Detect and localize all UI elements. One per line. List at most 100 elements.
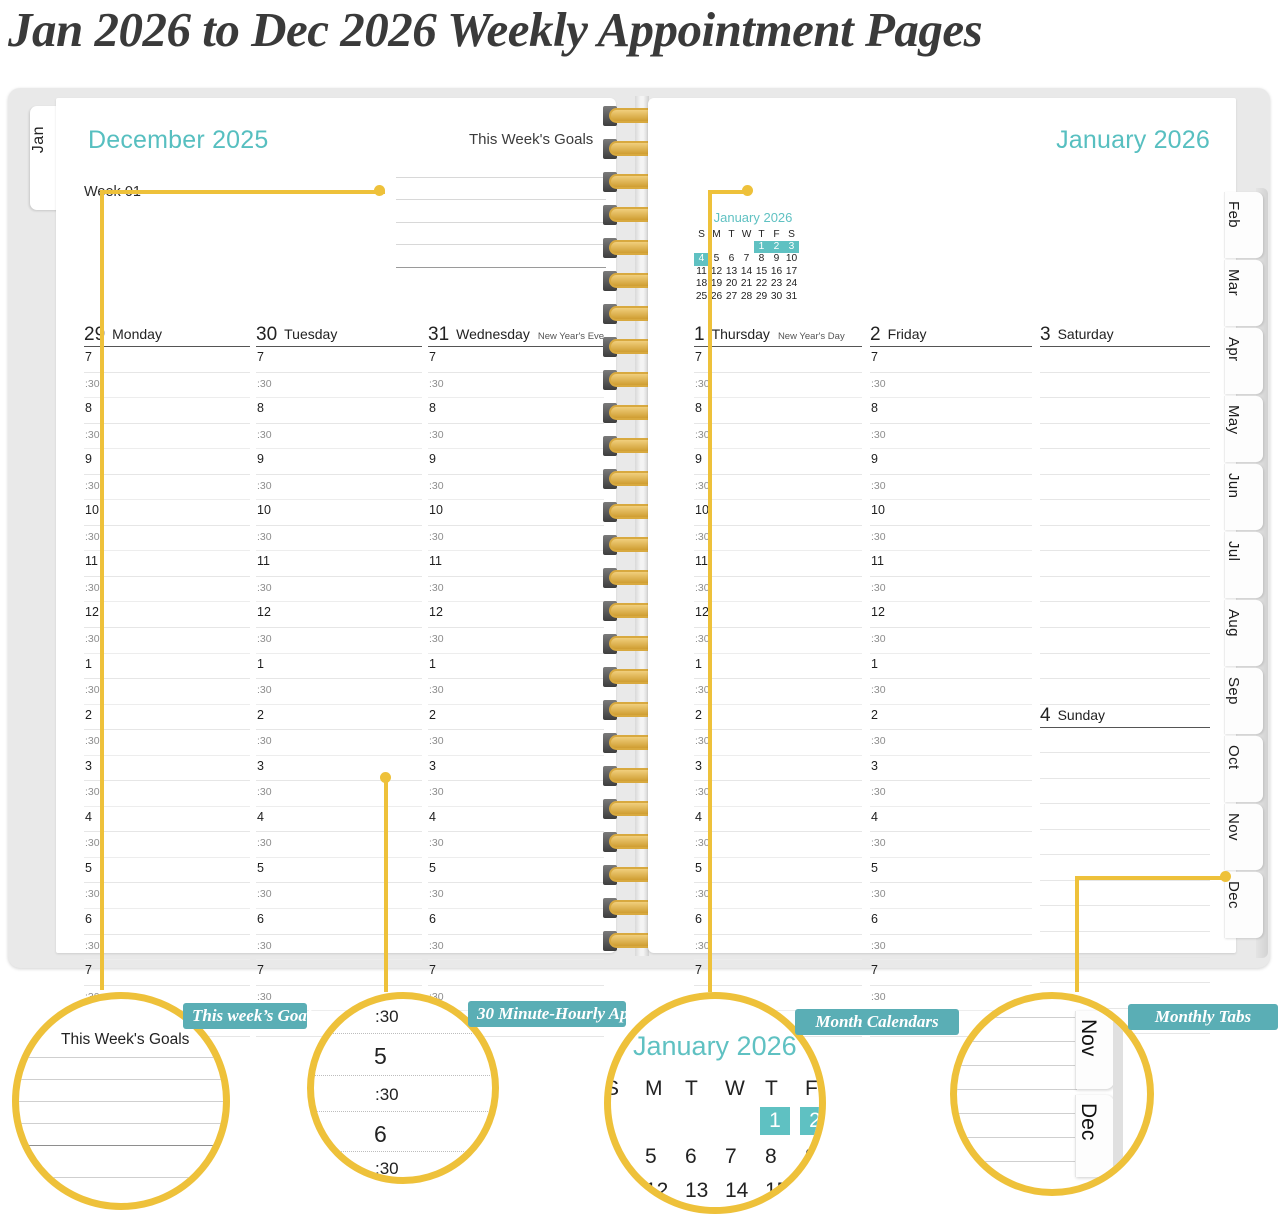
time-slot-row[interactable]: 5 bbox=[84, 858, 250, 884]
time-slot-row[interactable]: :30 bbox=[84, 577, 250, 603]
time-slot-row[interactable]: :30 bbox=[256, 628, 422, 654]
write-line[interactable] bbox=[1040, 654, 1210, 680]
time-slot-row[interactable]: 2 bbox=[256, 705, 422, 731]
time-slot-row[interactable]: 3 bbox=[256, 756, 422, 782]
time-slot-row[interactable]: :30 bbox=[256, 781, 422, 807]
time-slot-row[interactable]: 11 bbox=[256, 551, 422, 577]
time-slot-row[interactable]: :30 bbox=[694, 935, 862, 961]
day-column-thursday[interactable]: 1 Thursday New Year's Day 7:30 8:30 9:30 10:30… bbox=[694, 324, 862, 1037]
mini-calendar-day[interactable]: 24 bbox=[785, 278, 798, 290]
time-slot-row[interactable]: 8 bbox=[84, 398, 250, 424]
time-slot-row[interactable]: 1 bbox=[84, 654, 250, 680]
sidebar-item-nov-tab[interactable]: Nov bbox=[1224, 804, 1263, 870]
write-line[interactable] bbox=[1040, 398, 1210, 424]
time-slot-row[interactable]: 10 bbox=[84, 500, 250, 526]
time-slot-row[interactable]: 10 bbox=[428, 500, 604, 526]
mini-calendar-day[interactable]: 23 bbox=[770, 278, 783, 290]
time-slot-row[interactable]: :30 bbox=[870, 577, 1032, 603]
time-slot-row[interactable]: 3 bbox=[84, 756, 250, 782]
sidebar-item-oct-tab[interactable]: Oct bbox=[1224, 736, 1263, 802]
time-slot-row[interactable]: 1 bbox=[256, 654, 422, 680]
time-slot-row[interactable]: :30 bbox=[84, 679, 250, 705]
callout-calendar-day[interactable]: 2 bbox=[800, 1107, 819, 1135]
time-slot-row[interactable]: 7 bbox=[84, 347, 250, 373]
time-slot-row[interactable]: 11 bbox=[84, 551, 250, 577]
write-line[interactable] bbox=[1040, 881, 1210, 907]
time-slot-row[interactable]: :30 bbox=[870, 424, 1032, 450]
mini-calendar-day[interactable]: 27 bbox=[725, 290, 738, 302]
time-slot-row[interactable]: 10 bbox=[256, 500, 422, 526]
time-slot-row[interactable]: :30 bbox=[84, 730, 250, 756]
callout-calendar-day[interactable]: 11 bbox=[605, 1179, 627, 1202]
time-slot-row[interactable]: :30 bbox=[870, 373, 1032, 399]
callout-tab-dec[interactable]: Dec bbox=[1075, 1095, 1114, 1177]
mini-calendar-day[interactable]: 9 bbox=[773, 253, 780, 265]
time-slot-row[interactable]: :30 bbox=[428, 781, 604, 807]
time-slot-row[interactable]: 4 bbox=[428, 807, 604, 833]
mini-calendar-day[interactable]: 18 bbox=[695, 278, 708, 290]
time-slot-row[interactable]: :30 bbox=[428, 883, 604, 910]
mini-calendar-day[interactable]: 22 bbox=[755, 278, 768, 290]
goals-line[interactable] bbox=[396, 155, 606, 178]
sidebar-item-may-tab[interactable]: May bbox=[1224, 396, 1263, 462]
mini-calendar-day[interactable]: 4 bbox=[694, 253, 709, 266]
time-slot-row[interactable]: 12 bbox=[870, 602, 1032, 629]
write-line[interactable] bbox=[1040, 728, 1210, 754]
time-slot-row[interactable]: 5 bbox=[694, 858, 862, 884]
mini-calendar-day[interactable]: 21 bbox=[740, 278, 753, 290]
time-slot-row[interactable]: 12 bbox=[84, 602, 250, 629]
weekend-write-lines[interactable] bbox=[1040, 347, 1210, 705]
callout-calendar-day[interactable]: 5 bbox=[645, 1145, 657, 1168]
mini-calendar-day[interactable]: 20 bbox=[725, 278, 738, 290]
sidebar-item-mar-tab[interactable]: Mar bbox=[1224, 260, 1263, 326]
time-slot-row[interactable]: :30 bbox=[694, 730, 862, 756]
time-slot-row[interactable]: 7 bbox=[428, 960, 604, 986]
time-slot-row[interactable]: 12 bbox=[428, 602, 604, 629]
time-slot-row[interactable]: 2 bbox=[870, 705, 1032, 731]
write-line[interactable] bbox=[1040, 779, 1210, 805]
time-slot-row[interactable]: 11 bbox=[694, 551, 862, 577]
time-slot-row[interactable]: :30 bbox=[694, 883, 862, 910]
time-slot-row[interactable]: 6 bbox=[870, 909, 1032, 935]
time-slot-row[interactable]: 1 bbox=[870, 654, 1032, 680]
time-slot-row[interactable]: 9 bbox=[84, 449, 250, 475]
time-slot-row[interactable]: 8 bbox=[870, 398, 1032, 424]
callout-calendar-day[interactable]: 16 bbox=[805, 1179, 819, 1202]
write-line[interactable] bbox=[1040, 830, 1210, 856]
mini-calendar-day[interactable]: 13 bbox=[725, 265, 738, 277]
day-column-monday[interactable]: 29 Monday 7:30 8:30 9:30 10:30 11:30 12:30 1:30 2… bbox=[84, 324, 250, 1037]
callout-calendar-day[interactable]: 6 bbox=[685, 1145, 697, 1168]
time-slot-row[interactable]: 7 bbox=[694, 960, 862, 986]
time-slot-row[interactable]: :30 bbox=[694, 679, 862, 705]
time-slot-row[interactable]: :30 bbox=[694, 781, 862, 807]
sidebar-item-apr-tab[interactable]: Apr bbox=[1224, 328, 1263, 394]
callout-calendar-day[interactable]: 13 bbox=[685, 1179, 709, 1202]
mini-calendar-day[interactable]: 3 bbox=[784, 241, 799, 254]
time-slot-row[interactable]: 2 bbox=[694, 705, 862, 731]
sidebar-item-sep-tab[interactable]: Sep bbox=[1224, 668, 1263, 734]
callout-calendar-day[interactable]: 12 bbox=[645, 1179, 669, 1202]
write-line[interactable] bbox=[1040, 983, 1210, 1009]
time-slot-row[interactable]: :30 bbox=[256, 679, 422, 705]
write-line[interactable] bbox=[1040, 449, 1210, 475]
mini-calendar-day[interactable]: 26 bbox=[710, 290, 723, 302]
time-slot-row[interactable]: 2 bbox=[84, 705, 250, 731]
monthly-tabs[interactable]: Feb Mar Apr May Jun Jul Aug Sep Oct Nov Dec bbox=[1224, 192, 1264, 952]
time-slot-row[interactable]: 9 bbox=[694, 449, 862, 475]
write-line[interactable] bbox=[1040, 753, 1210, 779]
time-slot-row[interactable]: :30 bbox=[256, 730, 422, 756]
time-slot-row[interactable]: 3 bbox=[694, 756, 862, 782]
time-slot-row[interactable]: 2 bbox=[428, 705, 604, 731]
time-slot-row[interactable]: :30 bbox=[428, 424, 604, 450]
sidebar-item-jun-tab[interactable]: Jun bbox=[1224, 464, 1263, 530]
time-slot-row[interactable]: :30 bbox=[870, 832, 1032, 858]
mini-calendar-day[interactable] bbox=[694, 241, 709, 253]
time-slot-row[interactable]: :30 bbox=[428, 373, 604, 399]
write-line[interactable] bbox=[1040, 577, 1210, 603]
mini-calendar-day[interactable] bbox=[739, 241, 754, 253]
time-slot-row[interactable]: 7 bbox=[256, 347, 422, 373]
mini-calendar-day[interactable] bbox=[724, 241, 739, 253]
time-slot-row[interactable]: :30 bbox=[694, 628, 862, 654]
time-slot-row[interactable]: :30 bbox=[84, 781, 250, 807]
callout-calendar-day[interactable]: 8 bbox=[765, 1145, 777, 1168]
